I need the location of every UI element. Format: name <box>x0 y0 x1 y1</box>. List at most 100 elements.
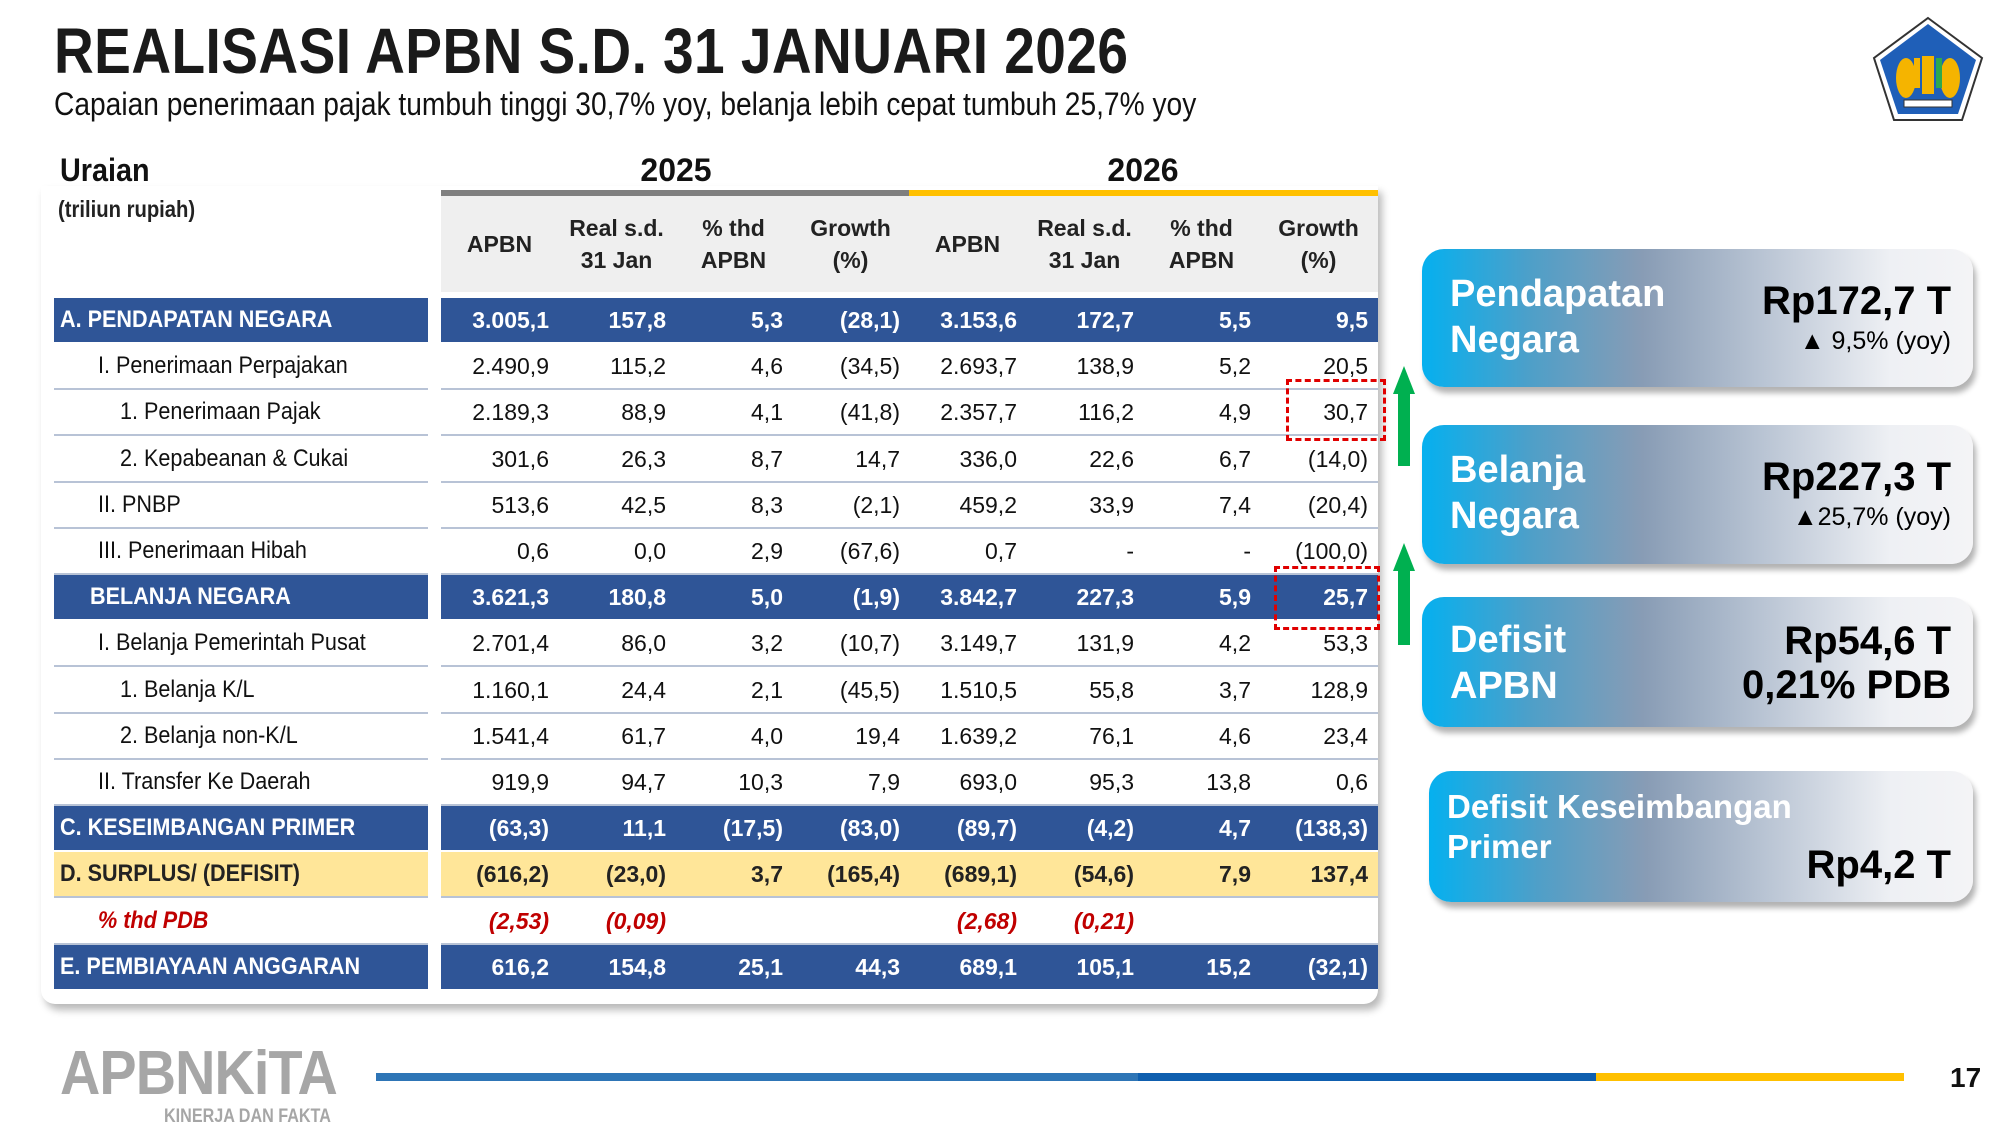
row-label: 2. Belanja non-K/L <box>120 721 298 749</box>
table-cell: 0,7 <box>985 538 1017 564</box>
table-cell: 2,9 <box>751 538 783 564</box>
footer-line-segment <box>1596 1073 1904 1081</box>
table-cell: 14,7 <box>855 445 900 472</box>
table-cell: 4,7 <box>1219 815 1251 842</box>
row-divider <box>441 665 1378 668</box>
table-cell: (20,4) <box>1307 491 1368 518</box>
up-arrow-icon <box>1393 543 1415 645</box>
year-header-2025: 2025 <box>640 152 712 188</box>
table-cell: 9,5 <box>1336 307 1368 333</box>
table-cell: (45,5) <box>839 676 900 703</box>
row-label: BELANJA NEGARA <box>54 575 428 620</box>
column-header-band <box>441 196 1378 292</box>
table-cell: 115,2 <box>610 353 666 380</box>
table-cell: (17,5) <box>722 815 783 842</box>
table-cell: (165,4) <box>827 861 900 888</box>
row-divider <box>54 942 428 945</box>
table-cell: 157,8 <box>608 307 666 333</box>
table-cell <box>675 899 783 943</box>
table-cell: 5,2 <box>1219 353 1251 380</box>
table-cell: 2.693,7 <box>940 353 1017 380</box>
table-row: I. Penerimaan Perpajakan 2.490,9 115,2 4,6 (… <box>54 344 1378 391</box>
table-cell: 30,7 <box>1323 399 1368 426</box>
table-cell: 94,7 <box>621 769 666 795</box>
table-row: % thd PDB (2,53) (0,09) (2,68) (0,21) <box>54 899 1378 945</box>
table-cell: (28,1) <box>839 307 900 333</box>
row-label: I. Penerimaan Perpajakan <box>98 352 348 380</box>
row-divider <box>441 804 1378 806</box>
row-label: I. Belanja Pemerintah Pusat <box>98 629 366 657</box>
table-cell: 513,6 <box>491 491 549 518</box>
card-value: Rp172,7 T <box>1762 279 1951 323</box>
row-label: % thd PDB <box>98 906 209 934</box>
table-cell: 919,9 <box>491 769 549 795</box>
table-row: II. Transfer Ke Daerah 919,9 94,7 10,3 7,9 69… <box>54 760 1378 806</box>
table-cell: 2.357,7 <box>940 399 1017 426</box>
table-cell: 6,7 <box>1219 445 1251 472</box>
table-row: A. PENDAPATAN NEGARA 3.005,1 157,8 5,3 (28,1… <box>54 298 1378 344</box>
table-cell: 180,8 <box>608 584 666 611</box>
row-divider <box>54 480 428 483</box>
table-cell: 5,5 <box>1219 307 1251 333</box>
table-cell: (2,1) <box>852 491 900 518</box>
table-cell: 616,2 <box>491 953 549 980</box>
card-title: Pendapatan Negara <box>1450 273 1666 361</box>
table-cell: (2,68) <box>956 907 1017 934</box>
table-cell: 95,3 <box>1089 769 1134 795</box>
table-cell: (34,5) <box>839 353 900 380</box>
card-value: Rp4,2 T <box>1806 843 1951 887</box>
column-header: Real s.d. 31 Jan <box>569 215 664 273</box>
table-cell: (89,7) <box>956 815 1017 842</box>
table-cell: 116,2 <box>1078 399 1134 426</box>
table-cell: - <box>1243 538 1251 564</box>
brand-tagline: KINERJA DAN FAKTA <box>164 1106 331 1127</box>
table-cell: 2.701,4 <box>472 630 549 657</box>
row-label: C. KESEIMBANGAN PRIMER <box>54 806 428 851</box>
row-label: 2. Kepabeanan & Cukai <box>120 444 349 472</box>
year-bar-2025 <box>441 190 909 196</box>
table-cell: 227,3 <box>1076 584 1134 611</box>
table-row: C. KESEIMBANGAN PRIMER (63,3) 11,1 (17,5) (8… <box>54 806 1378 852</box>
footer-line-segment <box>376 1073 1138 1081</box>
table-cell: 0,0 <box>634 538 666 564</box>
table-cell: 0,6 <box>1336 769 1368 795</box>
table-cell: (14,0) <box>1307 445 1368 472</box>
table-cell: 7,9 <box>1219 861 1251 888</box>
row-label: III. Penerimaan Hibah <box>98 537 307 564</box>
row-label: 1. Penerimaan Pajak <box>120 398 321 426</box>
row-divider <box>441 573 1378 575</box>
table-cell: 5,0 <box>751 584 783 611</box>
table-cell: 13,8 <box>1206 769 1251 795</box>
table-cell: (100,0) <box>1295 538 1368 564</box>
row-divider <box>54 665 428 668</box>
table-cell: 5,9 <box>1219 584 1251 611</box>
table-cell: (32,1) <box>1307 953 1368 980</box>
table-row: 1. Belanja K/L 1.160,1 24,4 2,1 (45,5) 1.510,… <box>54 668 1378 714</box>
row-divider <box>54 804 428 806</box>
card-pdb: 0,21% PDB <box>1742 663 1951 707</box>
table-cell: 3.153,6 <box>940 307 1017 333</box>
brand-text: APBNKiTA <box>60 1039 338 1108</box>
table-cell: 3,7 <box>751 861 783 888</box>
table-cell: 7,4 <box>1219 491 1251 518</box>
table-cell: 7,9 <box>868 769 900 795</box>
table-row: D. SURPLUS/ (DEFISIT) (616,2) (23,0) 3,7 (16… <box>54 852 1378 899</box>
table-cell <box>792 899 900 943</box>
row-label: D. SURPLUS/ (DEFISIT) <box>54 852 428 897</box>
table-cell: 55,8 <box>1089 676 1134 703</box>
row-divider <box>54 757 428 760</box>
row-divider <box>54 388 428 391</box>
table-cell: 3.621,3 <box>472 584 549 611</box>
card-growth: ▲25,7% (yoy) <box>1792 503 1951 531</box>
table-cell: 128,9 <box>1310 676 1368 703</box>
table-cell: 8,7 <box>751 445 783 472</box>
row-label: II. Transfer Ke Daerah <box>98 768 311 795</box>
table-cell: 26,3 <box>621 445 666 472</box>
table-cell: 4,6 <box>751 353 783 380</box>
row-divider <box>54 526 428 529</box>
unit-label: (triliun rupiah) <box>58 196 196 222</box>
table-cell: 1.160,1 <box>472 676 549 703</box>
table-cell: 0,6 <box>517 538 549 564</box>
table-cell: 2,1 <box>751 676 783 703</box>
row-divider <box>441 388 1378 391</box>
